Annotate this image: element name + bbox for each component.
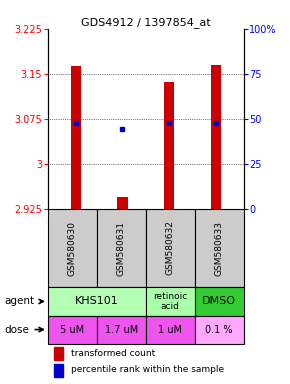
Title: GDS4912 / 1397854_at: GDS4912 / 1397854_at bbox=[81, 17, 211, 28]
Bar bbox=[146, 209, 195, 287]
Text: retinoic
acid: retinoic acid bbox=[153, 292, 187, 311]
Bar bbox=[54, 347, 63, 360]
Bar bbox=[97, 209, 146, 287]
Text: 5 uM: 5 uM bbox=[60, 324, 84, 334]
Text: transformed count: transformed count bbox=[71, 349, 155, 358]
Text: agent: agent bbox=[5, 296, 43, 306]
Text: percentile rank within the sample: percentile rank within the sample bbox=[71, 366, 224, 374]
Text: GSM580633: GSM580633 bbox=[215, 220, 224, 276]
Text: dose: dose bbox=[5, 324, 43, 334]
Bar bbox=[195, 287, 244, 316]
Text: 0.1 %: 0.1 % bbox=[205, 324, 233, 334]
Bar bbox=[71, 66, 81, 209]
Bar bbox=[48, 209, 97, 287]
Text: 1 uM: 1 uM bbox=[158, 324, 182, 334]
Bar bbox=[195, 209, 244, 287]
Bar bbox=[48, 287, 146, 316]
Bar bbox=[97, 316, 146, 344]
Bar bbox=[164, 81, 174, 209]
Text: KHS101: KHS101 bbox=[75, 296, 119, 306]
Bar bbox=[48, 316, 97, 344]
Bar bbox=[211, 65, 221, 209]
Text: GSM580631: GSM580631 bbox=[117, 220, 126, 276]
Text: DMSO: DMSO bbox=[202, 296, 236, 306]
Bar bbox=[195, 316, 244, 344]
Bar bbox=[54, 364, 63, 376]
Bar bbox=[146, 316, 195, 344]
Text: GSM580632: GSM580632 bbox=[166, 221, 175, 275]
Bar bbox=[146, 287, 195, 316]
Bar bbox=[117, 197, 128, 209]
Text: 1.7 uM: 1.7 uM bbox=[105, 324, 138, 334]
Text: GSM580630: GSM580630 bbox=[68, 220, 77, 276]
